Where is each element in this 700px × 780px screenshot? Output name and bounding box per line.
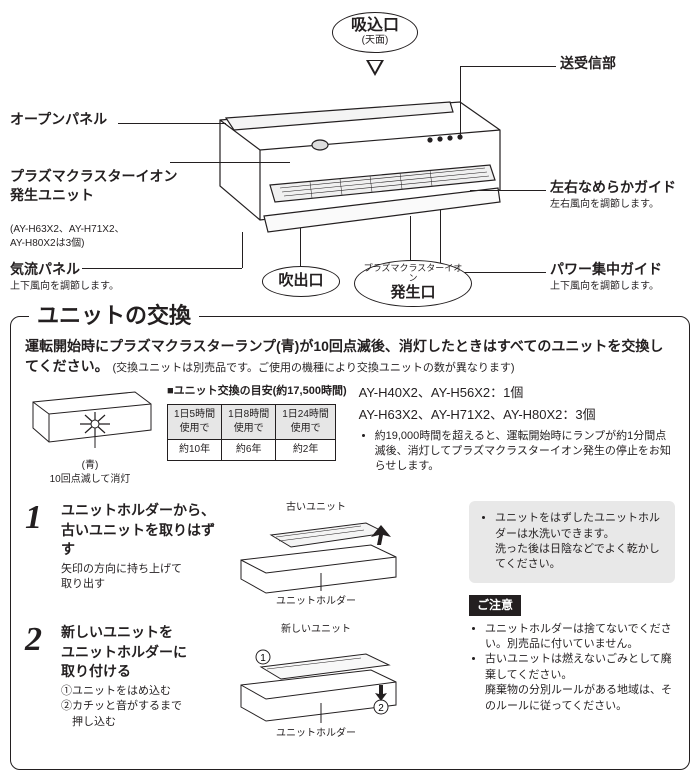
callout-lr-guide: 左右なめらかガイド 左右風向を調節します。 [550,178,676,212]
caution-header: ご注意 [469,595,521,616]
leader-line [170,162,290,163]
step-number: 2 [25,623,51,741]
leader-line [300,228,301,266]
ac-unit-illustration [200,90,510,240]
callout-open-panel: オープンパネル [10,110,190,130]
models-block: AY-H40X2、AY-H56X2：1個 AY-H63X2、AY-H71X2、A… [359,384,675,475]
leader-line [118,123,226,124]
leader-line [460,66,556,67]
timing-block: ■ユニット交換の目安(約17,500時間) 1日5時間 使用で 1日8時間 使用… [167,384,347,460]
leader-line [242,232,243,268]
step-2: 2 新しいユニットを ユニットホルダーに 取り付ける ①ユニットをはめ込む ②カ… [25,623,455,741]
section-intro: 運転開始時にプラズマクラスターランプ(青)が10回点滅後、消灯したときはすべての… [25,337,675,376]
page: 吸込口 (天面) [0,0,700,780]
leader-line [460,66,461,136]
svg-text:1: 1 [260,653,266,664]
tip-box: ユニットをはずしたユニットホルダーは水洗いできます。 洗った後は日陰などでよく乾… [469,501,675,583]
leader-line [470,190,546,191]
step1-illustration: 古いユニット [231,501,401,609]
leader-line [410,216,411,260]
unit-replacement-section: ユニットの交換 運転開始時にプラズマクラスターランプ(青)が10回点滅後、消灯し… [10,316,690,770]
arrow-down-icon [366,60,384,76]
steps-left: 1 ユニットホルダーから、 古いユニットを取りはずす 矢印の方向に持ち上げて 取… [25,501,455,755]
blink-thumbnail: (青) 10回点滅して消灯 [25,384,155,487]
callout-receiver: 送受信部 [560,54,616,74]
label-ion-out: プラズマクラスターイオン 発生口 [354,260,472,307]
label-blow-out: 吹出口 [262,266,340,297]
section-title: ユニットの交換 [29,301,199,332]
step-number: 1 [25,501,51,609]
caution-block: ご注意 ユニットホルダーは捨てないでください。別売品に付いていません。 古いユニ… [469,595,675,714]
label-intake: 吸込口 (天面) [332,12,418,53]
callout-ion-unit: プラズマクラスターイオン 発生ユニット (AY-H63X2、AY-H71X2、 … [10,150,200,268]
info-row: (青) 10回点滅して消灯 ■ユニット交換の目安(約17,500時間) 1日5時… [25,384,675,487]
label-intake-main: 吸込口 [351,17,399,34]
parts-diagram: 吸込口 (天面) [10,10,690,310]
callout-power-guide: パワー集中ガイド 上下風向を調節します。 [550,260,662,294]
steps-right: ユニットをはずしたユニットホルダーは水洗いできます。 洗った後は日陰などでよく乾… [469,501,675,755]
leader-line [82,268,242,269]
timing-table: 1日5時間 使用で 1日8時間 使用で 1日24時間 使用で 約10年 約6年 … [167,404,336,461]
label-intake-sub: (天面) [343,35,407,46]
callout-airflow-panel: 気流パネル 上下風向を調節します。 [10,260,190,294]
svg-text:2: 2 [378,703,384,714]
step2-illustration: 新しいユニット 1 [231,623,401,741]
steps-area: 1 ユニットホルダーから、 古いユニットを取りはずす 矢印の方向に持ち上げて 取… [25,501,675,755]
step-1: 1 ユニットホルダーから、 古いユニットを取りはずす 矢印の方向に持ち上げて 取… [25,501,455,609]
